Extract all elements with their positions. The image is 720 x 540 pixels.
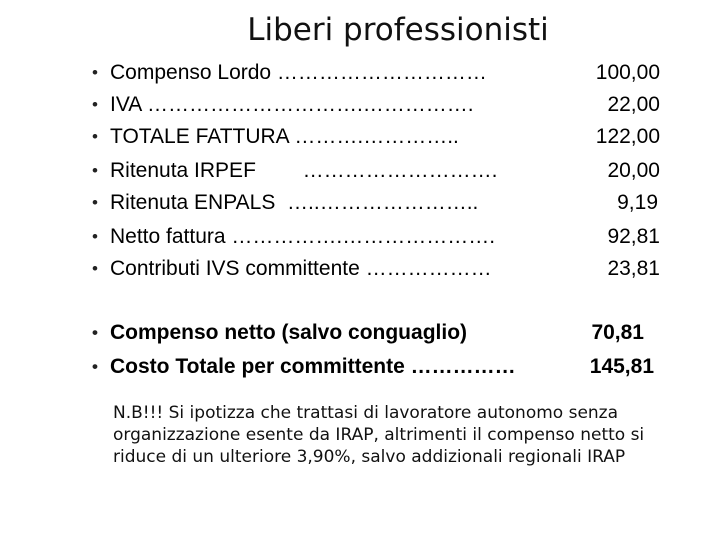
row-label: IVA ………………………….……………. bbox=[110, 93, 474, 116]
bullet: • bbox=[92, 193, 98, 212]
note-body: Si ipotizza che trattasi di lavoratore a… bbox=[113, 403, 645, 467]
bullet: • bbox=[92, 259, 98, 278]
row-compenso-lordo: • Compenso Lordo ………………………… 100,00 bbox=[86, 58, 670, 88]
row-ritenuta-enpals: • Ritenuta ENPALS …..………………….. 9,19 bbox=[86, 188, 670, 218]
row-value: 22,00 bbox=[607, 93, 660, 116]
bullet: • bbox=[92, 63, 98, 82]
row-compenso-netto: • Compenso netto (salvo conguaglio) 70,8… bbox=[86, 318, 670, 348]
row-value: 100,00 bbox=[595, 61, 660, 84]
row-costo-totale: • Costo Totale per committente …………… 145… bbox=[86, 352, 670, 382]
row-ritenuta-irpef: • Ritenuta IRPEF ………………………. 20,00 bbox=[86, 156, 670, 186]
row-iva: • IVA ………………………….……………. 22,00 bbox=[86, 90, 670, 120]
row-label: Contributi IVS committente ……………… bbox=[110, 257, 492, 280]
row-totale-fattura: • TOTALE FATTURA ……….………….. 122,00 bbox=[86, 122, 670, 152]
row-value: 20,00 bbox=[607, 159, 660, 182]
bullet: • bbox=[92, 227, 98, 246]
row-label: Ritenuta IRPEF ………………………. bbox=[110, 159, 498, 182]
row-label: Netto fattura …………….…………………. bbox=[110, 225, 496, 248]
note-prefix: N.B!!! bbox=[113, 403, 164, 423]
bullet: • bbox=[92, 323, 98, 342]
row-netto-fattura: • Netto fattura …………….…………………. 92,81 bbox=[86, 222, 670, 252]
bullet: • bbox=[92, 95, 98, 114]
row-value: 70,81 bbox=[591, 321, 644, 344]
page-title: Liberi professionisti bbox=[247, 12, 549, 48]
row-value: 145,81 bbox=[589, 355, 654, 378]
calculation-panel: • Compenso Lordo ………………………… 100,00 • IVA… bbox=[86, 57, 670, 385]
bullet: • bbox=[92, 127, 98, 146]
bullet: • bbox=[92, 161, 98, 180]
row-value: 122,00 bbox=[595, 125, 660, 148]
row-label: Compenso netto (salvo conguaglio) bbox=[110, 321, 468, 344]
row-label: TOTALE FATTURA ……….………….. bbox=[110, 125, 459, 148]
row-value: 23,81 bbox=[607, 257, 660, 280]
row-label: Costo Totale per committente …………… bbox=[110, 355, 516, 378]
row-value: 9,19 bbox=[617, 191, 658, 214]
row-label: Ritenuta ENPALS …..………………….. bbox=[110, 191, 479, 214]
row-contributi-ivs: • Contributi IVS committente ……………… 23,8… bbox=[86, 254, 670, 284]
row-value: 92,81 bbox=[607, 225, 660, 248]
bullet: • bbox=[92, 357, 98, 376]
note-text: N.B!!! Si ipotizza che trattasi di lavor… bbox=[113, 402, 653, 468]
row-label: Compenso Lordo ………………………… bbox=[110, 61, 487, 84]
